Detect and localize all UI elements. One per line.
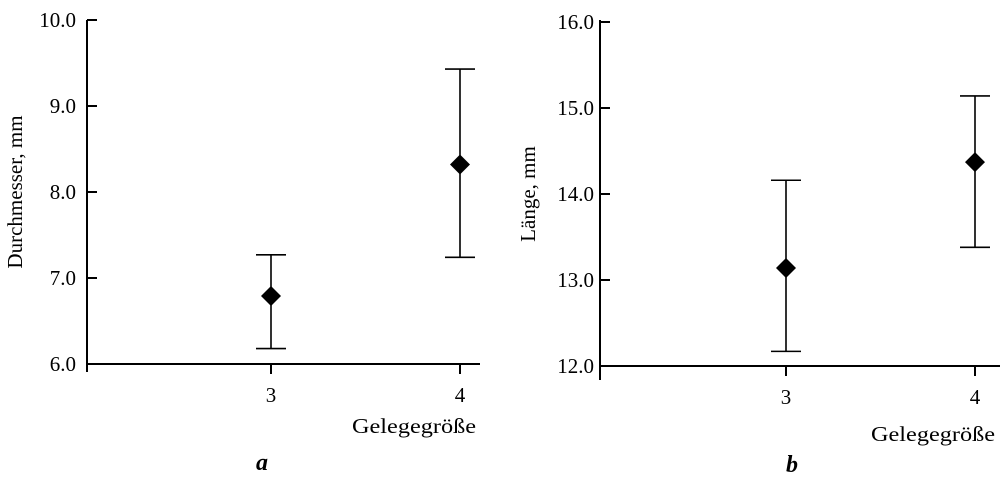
panel-label: b [786,452,798,477]
y-tick-label: 13.0 [557,268,594,292]
x-tick-label: 3 [781,385,792,409]
x-tick-labels: 3 4 [266,383,466,407]
y-ticks [600,21,610,367]
data-marks [256,68,475,350]
x-tick-label: 3 [266,383,277,407]
y-ticks [87,19,97,365]
x-axis-title: Gelegegröße [871,422,995,446]
panel-a: 6.0 7.0 8.0 9.0 10.0 3 4 Gelegegröße Dur… [3,8,480,476]
x-axis-title: Gelegegröße [352,414,476,438]
x-ticks [785,366,976,376]
y-tick-label: 12.0 [557,354,594,378]
y-tick-labels: 12.0 13.0 14.0 15.0 16.0 [557,10,594,378]
x-tick-labels: 3 4 [781,385,981,409]
data-point [450,154,470,175]
x-tick-label: 4 [455,383,466,407]
y-tick-label: 9.0 [50,94,76,118]
data-point [261,286,281,307]
y-axis-title: Durchmesser, mm [3,115,27,268]
y-tick-label: 16.0 [557,10,594,34]
y-tick-label: 10.0 [39,8,76,32]
data-marks [771,95,990,353]
x-ticks [270,364,461,374]
y-tick-label: 7.0 [50,266,76,290]
y-tick-label: 15.0 [557,96,594,120]
y-axis-title: Länge, mm [516,146,540,242]
y-tick-labels: 6.0 7.0 8.0 9.0 10.0 [39,8,76,376]
x-tick-label: 4 [970,385,981,409]
data-point [965,152,985,173]
panel-b: 12.0 13.0 14.0 15.0 16.0 3 4 Gelegegröße… [516,10,1000,477]
y-tick-label: 6.0 [50,352,76,376]
data-point [776,257,796,278]
y-tick-label: 14.0 [557,182,594,206]
y-tick-label: 8.0 [50,180,76,204]
panel-label: a [256,450,268,476]
